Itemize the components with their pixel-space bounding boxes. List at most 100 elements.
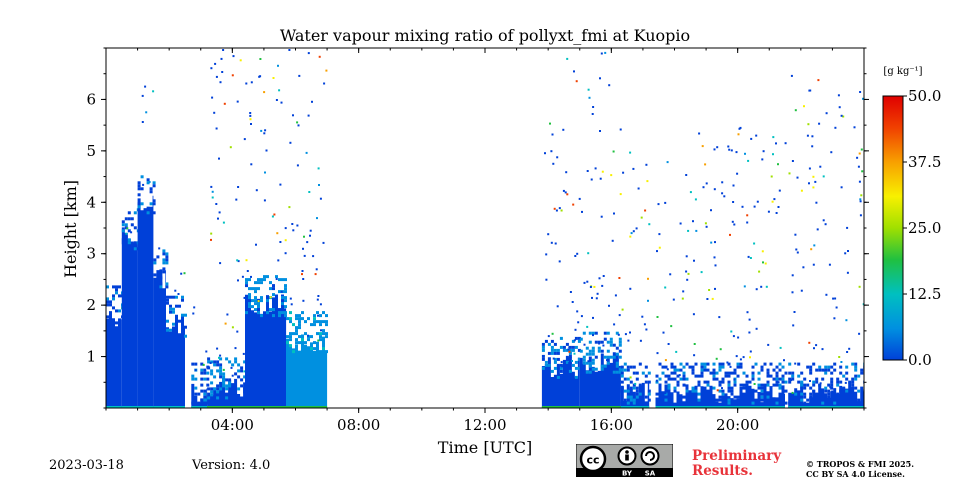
- data-pixel: [304, 320, 307, 324]
- data-pixel: [781, 377, 785, 381]
- data-pixel: [556, 363, 560, 367]
- data-pixel: [615, 331, 619, 335]
- data-pixel: [206, 377, 210, 381]
- data-pixel: [550, 339, 554, 343]
- data-pixel: [647, 380, 651, 384]
- data-pixel: [181, 313, 184, 317]
- data-pixel: [572, 203, 575, 206]
- data-pixel: [203, 401, 207, 405]
- data-pixel: [666, 368, 669, 371]
- data-pixel: [597, 346, 601, 350]
- data-pixel: [289, 335, 292, 339]
- data-pixel: [718, 316, 721, 319]
- data-pixel: [623, 368, 627, 372]
- data-pixel: [640, 216, 643, 219]
- data-pixel: [648, 223, 651, 226]
- data-pixel: [676, 368, 680, 372]
- data-pixel: [550, 351, 554, 355]
- data-pixel: [216, 360, 220, 364]
- data-pixel: [553, 342, 557, 346]
- data-pixel: [697, 392, 701, 396]
- data-pixel: [318, 184, 320, 186]
- data-pixel: [301, 273, 303, 276]
- data-pixel: [718, 365, 722, 369]
- data-pixel: [243, 138, 246, 141]
- data-pixel: [213, 360, 217, 364]
- data-pixel: [822, 175, 825, 178]
- data-pixel: [219, 369, 223, 373]
- data-pixel: [162, 270, 166, 274]
- data-pixel: [556, 348, 560, 352]
- data-pixel: [711, 297, 714, 300]
- data-pixel: [288, 49, 291, 51]
- data-pixel: [556, 305, 559, 308]
- data-pixel: [203, 389, 207, 393]
- data-pixel: [809, 365, 813, 369]
- data-pixel: [718, 380, 722, 384]
- data-pixel: [837, 94, 840, 97]
- data-pixel: [667, 386, 671, 390]
- data-pixel: [848, 398, 852, 402]
- data-pixel: [827, 389, 831, 393]
- data-pixel: [638, 383, 642, 387]
- data-pixel: [778, 377, 782, 381]
- data-pixel: [706, 389, 710, 393]
- data-pixel: [298, 314, 301, 318]
- data-pixel: [672, 298, 675, 301]
- data-pixel: [219, 357, 223, 361]
- data-pixel: [737, 336, 740, 339]
- data-pixel: [582, 361, 586, 365]
- ground-layer: [541, 406, 580, 408]
- data-pixel: [771, 200, 774, 203]
- data-pixel: [718, 395, 722, 399]
- data-pixel: [658, 233, 661, 236]
- data-pixel: [544, 363, 548, 367]
- data-pixel: [760, 392, 764, 396]
- data-pixel: [216, 390, 220, 394]
- data-pixel: [644, 365, 648, 369]
- data-pixel: [858, 285, 861, 288]
- data-pixel: [658, 398, 662, 402]
- data-pixel: [757, 371, 761, 375]
- data-pixel: [184, 334, 187, 338]
- data-pixel: [697, 374, 701, 378]
- data-pixel: [815, 344, 818, 347]
- data-pixel: [211, 190, 214, 193]
- data-pixel: [615, 346, 619, 350]
- data-pixel: [303, 235, 305, 238]
- data-pixel: [577, 339, 581, 343]
- data-pixel: [700, 389, 704, 393]
- data-pixel: [673, 368, 677, 372]
- data-pixel: [745, 374, 749, 378]
- data-pixel: [612, 355, 616, 359]
- data-pixel: [553, 366, 557, 370]
- data-pixel: [197, 392, 201, 396]
- data-pixel: [295, 329, 298, 333]
- data-pixel: [706, 383, 710, 387]
- data-pixel: [541, 357, 545, 361]
- data-pixel: [272, 287, 275, 291]
- data-pixel: [691, 368, 695, 372]
- data-pixel: [762, 150, 765, 153]
- data-pixel: [322, 341, 325, 345]
- data-pixel: [178, 304, 181, 308]
- data-pixel: [248, 278, 251, 282]
- data-pixel: [172, 331, 175, 335]
- data-pixel: [559, 369, 563, 373]
- data-pixel: [791, 377, 795, 381]
- data-pixel: [714, 287, 716, 290]
- data-pixel: [703, 386, 707, 390]
- data-pixel: [591, 296, 593, 299]
- data-pixel: [169, 307, 172, 311]
- data-pixel: [670, 325, 673, 328]
- data-pixel: [815, 401, 819, 405]
- data-pixel: [735, 151, 738, 154]
- data-pixel: [718, 368, 722, 372]
- data-pixel: [845, 371, 849, 375]
- data-pixel: [194, 369, 197, 372]
- data-pixel: [591, 367, 595, 371]
- data-pixel: [854, 362, 858, 366]
- data-pixel: [831, 390, 834, 393]
- data-pixel: [322, 311, 325, 315]
- data-pixel: [791, 274, 794, 277]
